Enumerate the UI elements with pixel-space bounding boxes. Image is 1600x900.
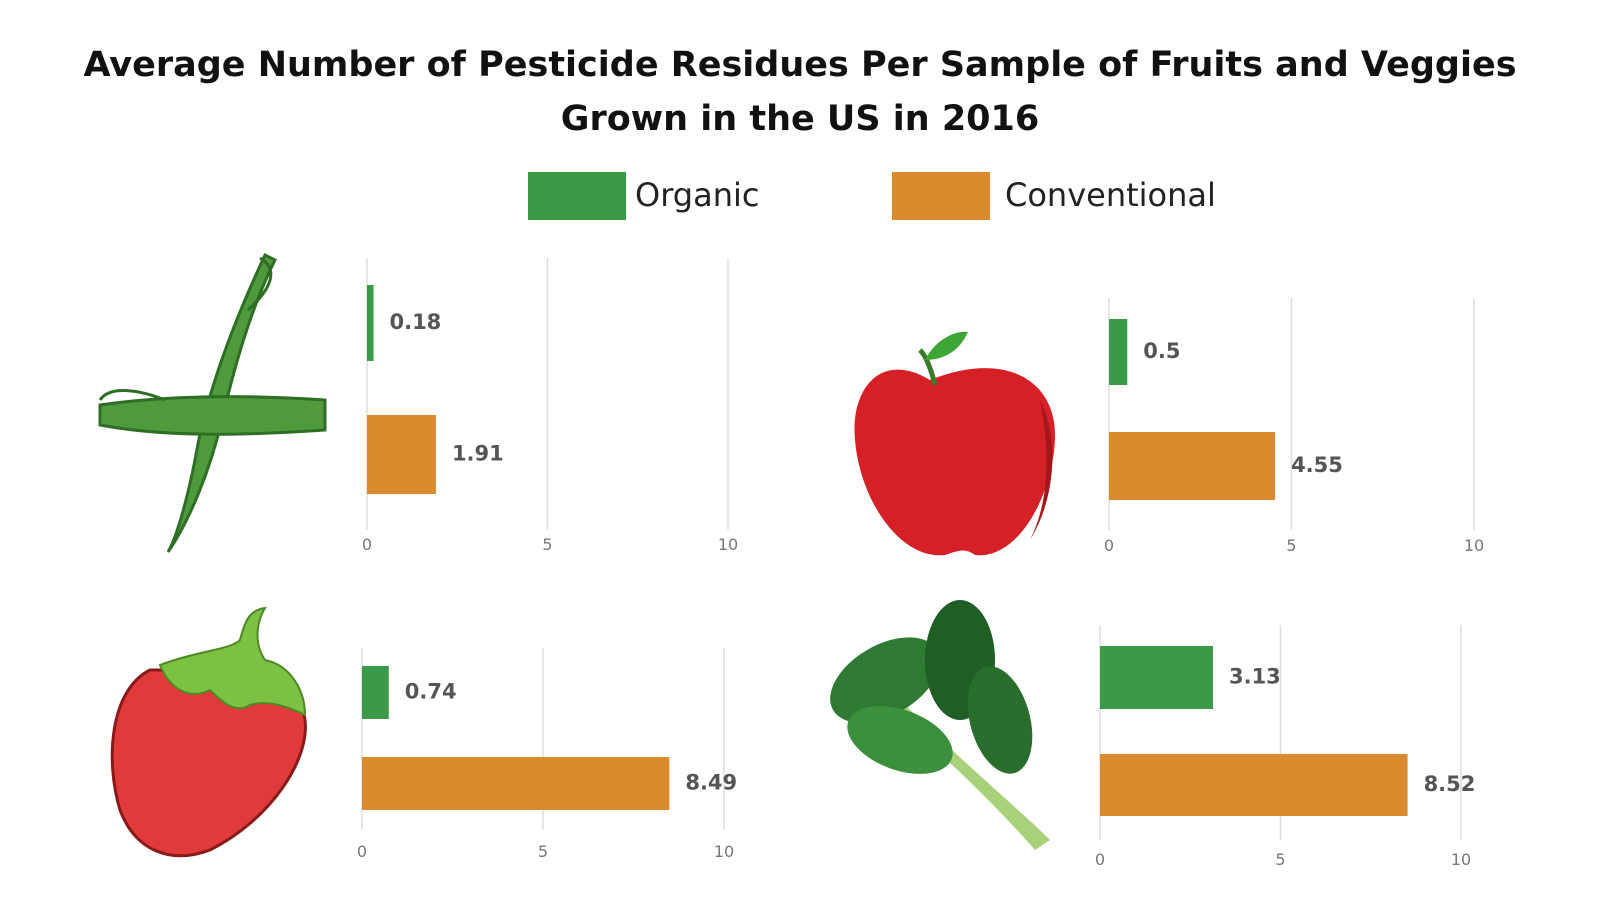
x-tick-label: 0 bbox=[1095, 850, 1105, 869]
x-tick-label: 5 bbox=[1275, 850, 1285, 869]
bar bbox=[1100, 754, 1408, 816]
value-label: 3.13 bbox=[1229, 665, 1281, 689]
x-tick-label: 5 bbox=[538, 842, 548, 861]
spinach-icon bbox=[830, 600, 1050, 850]
value-label: 0.18 bbox=[389, 310, 441, 334]
title-line-1: Average Number of Pesticide Residues Per… bbox=[83, 45, 1516, 85]
beans-icon bbox=[98, 252, 327, 553]
legend-swatch bbox=[528, 172, 626, 220]
x-tick-label: 10 bbox=[1451, 850, 1471, 869]
bar bbox=[362, 757, 670, 810]
bar bbox=[1109, 319, 1128, 385]
bar bbox=[1100, 646, 1213, 709]
bar bbox=[367, 285, 374, 361]
legend-label: Conventional bbox=[1005, 176, 1216, 214]
x-tick-label: 0 bbox=[357, 842, 367, 861]
legend-label: Organic bbox=[635, 176, 759, 214]
bar bbox=[1109, 432, 1276, 500]
value-label: 8.52 bbox=[1424, 772, 1476, 796]
value-label: 0.74 bbox=[405, 680, 457, 704]
bar bbox=[362, 666, 389, 719]
strawberry-icon bbox=[110, 606, 307, 858]
value-label: 8.49 bbox=[685, 771, 737, 795]
bar bbox=[367, 415, 436, 494]
x-tick-label: 5 bbox=[1286, 536, 1296, 555]
x-tick-label: 10 bbox=[1464, 536, 1484, 555]
x-tick-label: 0 bbox=[362, 535, 372, 554]
title-line-2: Grown in the US in 2016 bbox=[561, 99, 1039, 139]
value-label: 0.5 bbox=[1143, 339, 1180, 363]
apple-icon bbox=[854, 331, 1055, 556]
value-label: 1.91 bbox=[452, 442, 504, 466]
x-tick-label: 5 bbox=[542, 535, 552, 554]
legend-swatch bbox=[892, 172, 990, 220]
value-label: 4.55 bbox=[1291, 453, 1343, 477]
x-tick-label: 0 bbox=[1104, 536, 1114, 555]
x-tick-label: 10 bbox=[714, 842, 734, 861]
x-tick-label: 10 bbox=[718, 535, 738, 554]
